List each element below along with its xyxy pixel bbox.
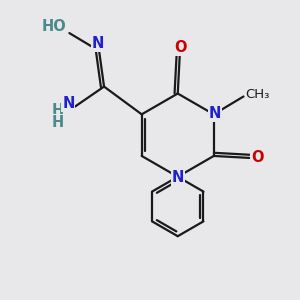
Text: N: N [172,170,184,185]
Text: O: O [175,40,187,56]
Text: N: N [92,37,104,52]
Text: N: N [62,96,75,111]
Text: O: O [251,150,264,165]
Text: H: H [51,103,64,118]
Text: CH₃: CH₃ [245,88,270,101]
Text: HO: HO [41,19,66,34]
Text: N: N [208,106,221,121]
Text: H: H [51,115,64,130]
